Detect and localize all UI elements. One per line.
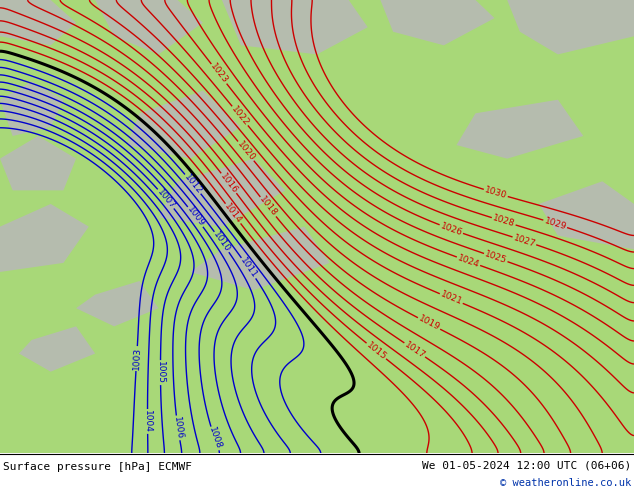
Text: 1022: 1022 bbox=[230, 104, 250, 127]
Text: 1025: 1025 bbox=[484, 249, 508, 266]
Text: 1028: 1028 bbox=[491, 214, 516, 229]
Text: 1024: 1024 bbox=[456, 253, 481, 270]
Text: We 01-05-2024 12:00 UTC (06+06): We 01-05-2024 12:00 UTC (06+06) bbox=[422, 460, 631, 470]
Polygon shape bbox=[0, 0, 634, 453]
Text: 1009: 1009 bbox=[185, 205, 206, 229]
Text: 1029: 1029 bbox=[543, 216, 567, 231]
Polygon shape bbox=[456, 100, 583, 159]
Text: 1007: 1007 bbox=[155, 187, 177, 211]
Polygon shape bbox=[190, 226, 330, 290]
Polygon shape bbox=[0, 136, 76, 190]
Text: 1026: 1026 bbox=[439, 221, 463, 237]
Polygon shape bbox=[0, 81, 63, 136]
Text: 1017: 1017 bbox=[403, 340, 427, 360]
Text: 1008: 1008 bbox=[207, 426, 223, 451]
Text: 1012: 1012 bbox=[182, 172, 204, 196]
Text: 1019: 1019 bbox=[417, 314, 441, 333]
Polygon shape bbox=[19, 326, 95, 371]
Text: 1016: 1016 bbox=[218, 172, 240, 195]
Polygon shape bbox=[507, 0, 634, 54]
Text: 1021: 1021 bbox=[439, 290, 463, 307]
Text: 1030: 1030 bbox=[484, 185, 508, 200]
Text: 1003: 1003 bbox=[131, 347, 142, 370]
Polygon shape bbox=[539, 181, 634, 249]
Text: 1018: 1018 bbox=[257, 195, 279, 219]
Text: 1010: 1010 bbox=[211, 230, 232, 254]
Polygon shape bbox=[222, 0, 368, 54]
Text: 1005: 1005 bbox=[156, 361, 165, 384]
Text: © weatheronline.co.uk: © weatheronline.co.uk bbox=[500, 478, 631, 488]
Text: 1023: 1023 bbox=[209, 62, 230, 86]
Text: 1020: 1020 bbox=[235, 139, 257, 163]
Text: 1006: 1006 bbox=[172, 416, 184, 440]
Text: 1004: 1004 bbox=[143, 410, 152, 433]
Polygon shape bbox=[127, 91, 241, 159]
Text: 1011: 1011 bbox=[238, 256, 259, 280]
Polygon shape bbox=[0, 0, 76, 46]
Polygon shape bbox=[158, 159, 285, 226]
Polygon shape bbox=[380, 0, 495, 46]
Polygon shape bbox=[0, 204, 89, 272]
Polygon shape bbox=[95, 0, 203, 54]
Polygon shape bbox=[76, 281, 158, 326]
Text: 1015: 1015 bbox=[365, 340, 388, 362]
Text: 1014: 1014 bbox=[223, 202, 243, 225]
Text: 1027: 1027 bbox=[512, 233, 536, 248]
Text: Surface pressure [hPa] ECMWF: Surface pressure [hPa] ECMWF bbox=[3, 462, 192, 472]
